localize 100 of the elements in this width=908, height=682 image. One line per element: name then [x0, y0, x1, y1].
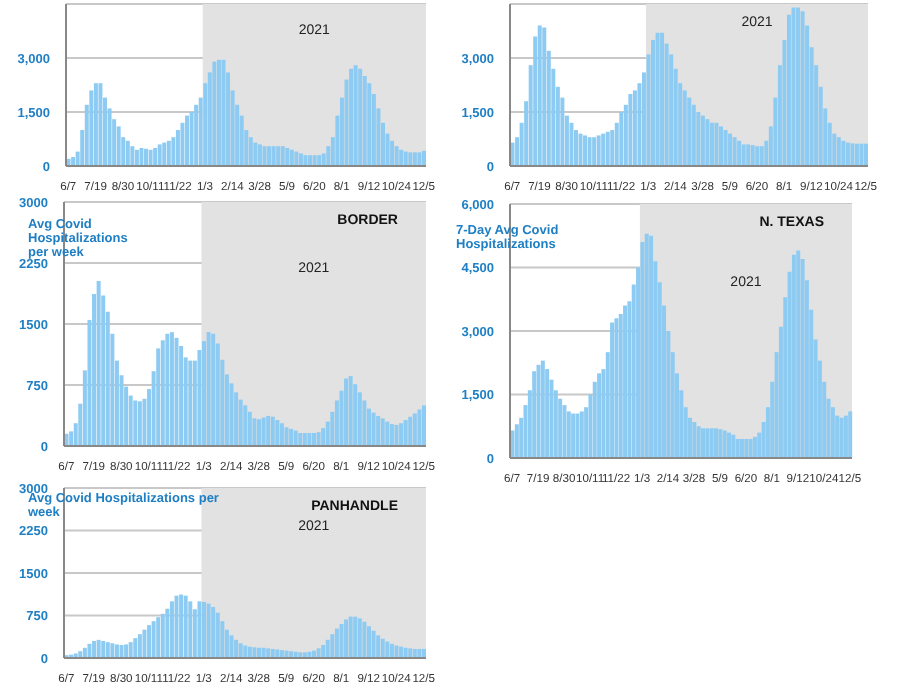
- bar: [137, 634, 142, 658]
- bar: [569, 122, 574, 166]
- bar: [601, 133, 606, 166]
- bar: [421, 150, 426, 166]
- bar: [542, 27, 547, 166]
- bar: [362, 76, 367, 166]
- bar: [257, 144, 262, 166]
- bar: [566, 411, 571, 458]
- bar: [92, 641, 97, 658]
- bar: [162, 142, 167, 166]
- bar: [385, 641, 390, 658]
- bar: [238, 399, 243, 446]
- bar: [105, 642, 110, 658]
- bar: [854, 143, 859, 166]
- bar: [252, 647, 257, 658]
- bar: [800, 11, 805, 166]
- bar: [848, 411, 853, 458]
- bar: [156, 617, 161, 658]
- bar: [166, 140, 171, 166]
- bar: [153, 148, 158, 166]
- bar: [262, 146, 267, 166]
- bar: [796, 7, 801, 166]
- bar: [157, 144, 162, 166]
- bar: [238, 643, 243, 658]
- bar: [128, 642, 133, 658]
- bar: [224, 629, 229, 658]
- bar: [592, 137, 597, 166]
- bar: [619, 112, 624, 166]
- bar: [726, 432, 731, 458]
- bar: [139, 148, 144, 166]
- bar: [298, 432, 303, 446]
- bar: [124, 644, 129, 658]
- bar: [144, 148, 149, 166]
- bar: [514, 424, 519, 458]
- bar: [221, 59, 226, 166]
- bar: [137, 401, 142, 446]
- bar: [540, 360, 545, 458]
- bar: [316, 432, 321, 446]
- bar: [96, 280, 101, 446]
- bar: [366, 408, 371, 446]
- bar: [605, 131, 610, 166]
- bar: [579, 411, 584, 458]
- bar: [215, 612, 220, 658]
- bar: [188, 360, 193, 446]
- bar: [160, 613, 165, 658]
- bar: [864, 143, 869, 166]
- bar: [537, 25, 542, 166]
- bar: [362, 621, 367, 658]
- bar: [843, 415, 848, 458]
- bar: [739, 438, 744, 458]
- bar: [385, 421, 390, 446]
- bar: [417, 409, 422, 446]
- bar: [376, 635, 381, 658]
- bar: [110, 643, 115, 658]
- bar: [175, 130, 180, 166]
- bar: [248, 137, 253, 166]
- bar: [571, 413, 576, 458]
- bar: [696, 112, 701, 166]
- bar: [830, 407, 835, 458]
- bar: [714, 122, 719, 166]
- bar: [403, 419, 408, 446]
- bar: [192, 609, 197, 658]
- bar: [165, 333, 170, 446]
- bar: [197, 601, 202, 658]
- bar: [380, 638, 385, 658]
- bar: [573, 130, 578, 166]
- bar: [750, 145, 755, 166]
- bar: [719, 126, 723, 166]
- bar: [212, 61, 217, 166]
- bar: [116, 126, 121, 166]
- bar: [660, 32, 665, 166]
- bar: [179, 594, 184, 658]
- bar: [791, 7, 796, 166]
- bar: [752, 436, 757, 458]
- bar: [732, 137, 737, 166]
- bar: [293, 430, 298, 446]
- bar: [394, 146, 399, 166]
- bar: [308, 155, 313, 166]
- bar: [174, 337, 179, 446]
- bar: [353, 65, 358, 166]
- bar: [417, 152, 422, 166]
- bar: [180, 122, 185, 166]
- bar: [147, 625, 152, 658]
- bar: [267, 146, 272, 166]
- bar: [587, 137, 592, 166]
- bar: [185, 115, 190, 166]
- bar: [366, 626, 371, 658]
- bar: [850, 143, 855, 166]
- bar: [194, 104, 199, 166]
- bar: [353, 384, 358, 446]
- bar: [206, 603, 211, 658]
- bar: [133, 638, 138, 658]
- bar: [380, 418, 385, 446]
- bar: [682, 90, 687, 166]
- bar: [142, 629, 147, 658]
- bar: [171, 137, 176, 166]
- bar: [211, 607, 216, 658]
- bar: [156, 348, 161, 446]
- bar: [93, 83, 98, 166]
- bar: [179, 345, 184, 446]
